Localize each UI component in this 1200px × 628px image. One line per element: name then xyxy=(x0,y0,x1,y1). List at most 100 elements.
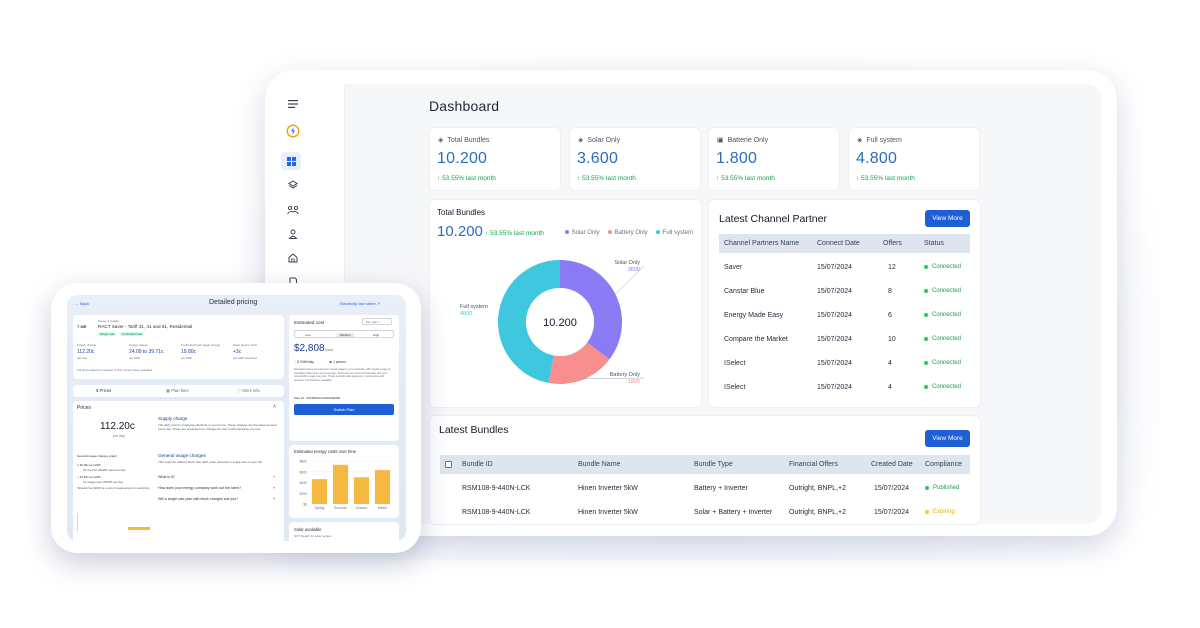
metric-label: Controlled load usage charge xyxy=(181,343,221,347)
retailer-label: Name of retailer xyxy=(98,319,120,323)
table-row[interactable]: Energy Made Easy 15/07/2024 6 Connected xyxy=(719,303,970,327)
layers-icon: ◈ xyxy=(578,137,584,144)
user-icon[interactable] xyxy=(283,225,303,243)
metric-label: Supply charge xyxy=(77,343,97,347)
bar-spring[interactable] xyxy=(311,479,328,504)
callout-category: Solar Only xyxy=(614,260,640,266)
faq-item[interactable]: How does your energy company work out th… xyxy=(158,486,241,490)
donut-slice-battery-only[interactable] xyxy=(548,342,610,384)
retailer-card: Name of retailer T ME RACT Saver - Tarif… xyxy=(73,315,284,379)
column-header[interactable]: Channel Partners Name xyxy=(724,240,800,247)
dashboard-grid-icon[interactable] xyxy=(281,152,301,170)
table-row[interactable]: RSM108-9-440N-LCK Hinen Inverter 5kW Solar… xyxy=(440,500,970,524)
legend-label: Full system xyxy=(662,230,693,236)
home-icon[interactable] xyxy=(283,249,303,267)
cost-value: $2,808 xyxy=(294,343,325,354)
energy-chart-title: Estimated energy costs over time xyxy=(294,449,356,454)
legend-solar-only[interactable]: Solar Only xyxy=(564,230,600,236)
table-row[interactable]: Compare the Market 15/07/2024 10 Connected xyxy=(719,327,970,351)
tab-more-info[interactable]: ⓘ More info xyxy=(237,388,260,394)
chevron-up-icon[interactable]: ˄ xyxy=(273,404,276,410)
status-badge: Connected xyxy=(924,351,961,375)
donut-slice-full-system[interactable] xyxy=(497,260,560,383)
prices-heading: Prices xyxy=(77,405,91,411)
chevron-down-icon[interactable]: ˅ xyxy=(273,474,276,479)
table-row[interactable]: Canstar Blue 15/07/2024 8 Connected xyxy=(719,279,970,303)
donut-slice-solar-only[interactable] xyxy=(560,260,622,360)
bar-summer[interactable] xyxy=(332,464,349,504)
table-row[interactable]: RSM108-9-440N-LCK Hinen Inverter 5kW Batte… xyxy=(440,476,970,500)
column-header[interactable]: Bundle Name xyxy=(578,461,621,468)
kpi-total-bundles[interactable]: ◈ Total Bundles 10.200 ↑ 53.55% last mont… xyxy=(429,127,561,191)
usage-level-high[interactable]: High xyxy=(373,332,380,337)
legend-dot xyxy=(564,230,569,235)
kpi-change: 53.55% last month xyxy=(582,175,636,182)
tab-label: Plan fees xyxy=(171,388,189,393)
column-header[interactable]: Connect Date xyxy=(817,240,860,247)
usage-level-low[interactable]: Low xyxy=(305,332,311,337)
metric-label: Solar feed-in tariff xyxy=(233,343,257,347)
bundle-id[interactable]: RSM108-9-440N-LCK xyxy=(462,508,531,516)
metric-value: 112.20c xyxy=(77,349,95,355)
chevron-down-icon[interactable]: ˅ xyxy=(273,496,276,501)
group-icon[interactable] xyxy=(283,201,303,219)
table-row[interactable]: ISelect 15/07/2024 4 Connected xyxy=(719,351,970,375)
tab-label: Prices xyxy=(99,388,112,393)
arrow-up-icon: ↑ xyxy=(437,175,441,182)
menu-icon[interactable] xyxy=(283,95,303,113)
tab-plan-fees[interactable]: ▦ Plan fees xyxy=(166,388,189,393)
card-title: Latest Channel Partner xyxy=(719,213,827,225)
chevron-down-icon[interactable]: ˅ xyxy=(273,485,276,490)
column-header[interactable]: Compliance xyxy=(925,461,962,468)
rate-dot-icon: ● xyxy=(77,463,79,467)
metric-value: 19.80c xyxy=(181,349,197,355)
kpi-value: 10.200 xyxy=(437,150,488,167)
select-all-checkbox[interactable] xyxy=(445,461,452,468)
bar-autumn[interactable] xyxy=(353,477,370,504)
tab-prices[interactable]: $ Prices xyxy=(96,388,111,393)
legend-battery-only[interactable]: Battery Only xyxy=(607,230,648,236)
column-header[interactable]: Bundle ID xyxy=(462,461,493,468)
callout-line xyxy=(614,265,645,296)
kpi-solar-only[interactable]: ◈ Solar Only 3.600 ↑ 53.55% last month xyxy=(569,127,701,191)
table-row[interactable]: ISelect 15/07/2024 4 Connected xyxy=(719,375,970,399)
bundle-id[interactable]: RSM108-9-440N-LCK xyxy=(462,484,531,492)
legend-full-system[interactable]: Full system xyxy=(655,230,693,236)
channel-partner-card: Latest Channel Partner View More Channel… xyxy=(708,199,981,408)
logo-icon[interactable] xyxy=(283,122,303,140)
period-select[interactable]: Per year ˅ xyxy=(362,318,392,325)
view-more-button[interactable]: View More xyxy=(925,210,970,227)
back-link[interactable]: ← Back xyxy=(75,301,90,306)
table-row[interactable]: Saver 15/07/2024 12 Connected xyxy=(719,255,970,279)
kpi-batterie-only[interactable]: ▣ Batterie Only 1.800 ↑ 53.55% last month xyxy=(708,127,840,191)
card-value: 10.200 xyxy=(437,223,483,240)
switch-plan-button[interactable]: Switch Plan xyxy=(294,404,394,415)
status-badge: Connected xyxy=(924,303,961,327)
solar-text: NOT Ready for solar system xyxy=(294,534,332,538)
faq-item[interactable]: What is it? xyxy=(158,475,175,479)
usage-level-medium[interactable]: Medium xyxy=(337,332,354,337)
bar-winter[interactable] xyxy=(374,470,391,504)
status-dot xyxy=(924,313,928,317)
connect-date: 15/07/2024 xyxy=(817,359,853,367)
view-more-button[interactable]: View More xyxy=(925,430,970,447)
status-dot xyxy=(924,289,928,293)
kpi-full-system[interactable]: ◈ Full system 4.800 ↑ 53.55% last month xyxy=(848,127,980,191)
fact-sheet-link[interactable]: Electricity fact sheet ↗ xyxy=(340,301,380,306)
external-link-icon: ↗ xyxy=(376,301,381,306)
x-tick-label: Spring xyxy=(315,506,325,510)
status-text: Connected xyxy=(932,264,962,270)
solar-card: Solar available NOT Ready for solar syst… xyxy=(289,522,399,541)
column-header[interactable]: Financial Offers xyxy=(789,461,838,468)
faq-item[interactable]: Will a single rate plan with block charg… xyxy=(158,497,238,501)
info-icon: ⓘ xyxy=(237,388,242,393)
legend-label: Solar Only xyxy=(571,230,600,236)
column-header[interactable]: Created Date xyxy=(871,461,913,468)
rate-dot-icon: ● xyxy=(77,475,79,479)
y-tick-label: $800 xyxy=(299,460,307,464)
column-header[interactable]: Bundle Type xyxy=(694,461,733,468)
layers-icon[interactable] xyxy=(283,176,303,194)
column-header[interactable]: Offers xyxy=(883,240,902,247)
column-header[interactable]: Status xyxy=(924,240,944,247)
callout-line xyxy=(499,309,507,317)
